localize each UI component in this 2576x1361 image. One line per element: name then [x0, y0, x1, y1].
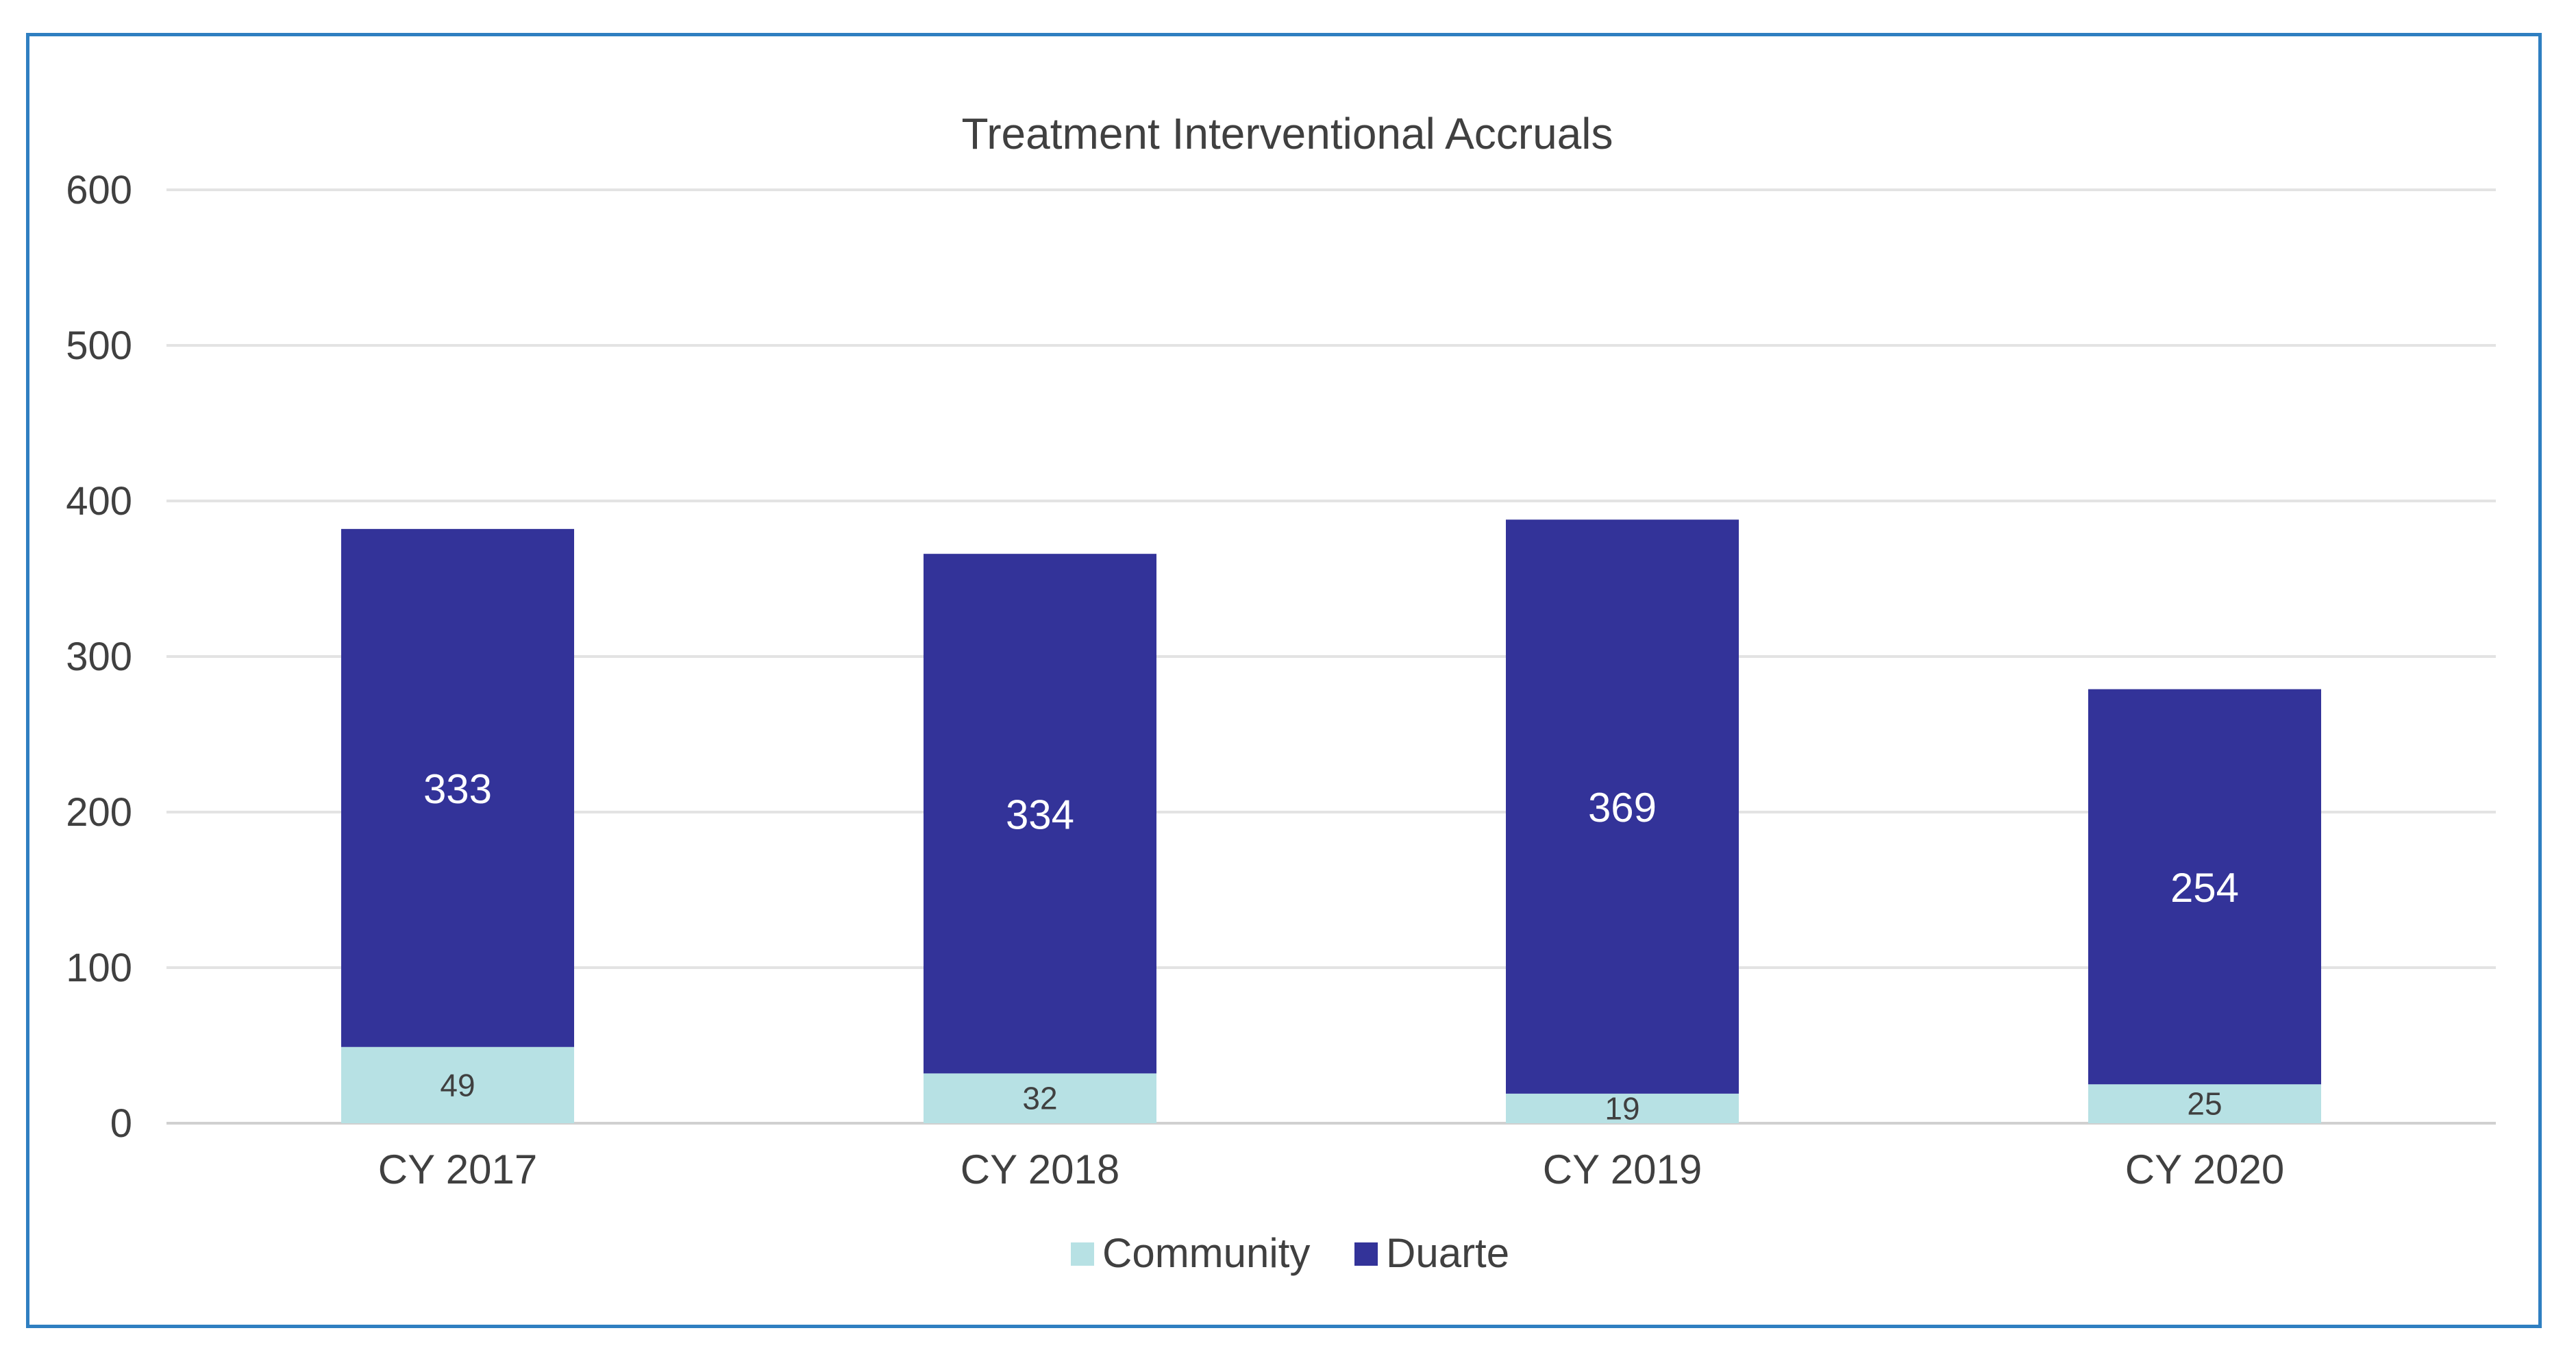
y-axis: 0 100 200 300 400 500 600: [66, 168, 132, 1146]
legend-label-duarte: Duarte: [1386, 1230, 1509, 1276]
y-tick-label: 400: [66, 479, 132, 524]
legend: Community Duarte: [1071, 1230, 1509, 1276]
bar-duarte: [2088, 689, 2321, 1085]
data-label: 369: [1588, 785, 1657, 831]
data-label: 32: [1022, 1081, 1057, 1116]
bar-community: [341, 1046, 574, 1123]
bar-duarte: [341, 528, 574, 1047]
chart-title: Treatment Interventional Accruals: [962, 109, 1613, 158]
y-tick-label: 300: [66, 635, 132, 679]
x-tick-label: CY 2017: [378, 1147, 537, 1192]
legend-label-community: Community: [1102, 1230, 1310, 1276]
x-tick-label: CY 2019: [1543, 1147, 1702, 1192]
data-label: 25: [2187, 1086, 2222, 1122]
data-label: 333: [423, 766, 492, 812]
y-tick-label: 500: [66, 323, 132, 368]
x-axis: CY 2017 CY 2018 CY 2019 CY 2020: [378, 1147, 2284, 1192]
y-tick-label: 100: [66, 946, 132, 990]
data-label: 254: [2170, 865, 2239, 911]
data-label: 49: [440, 1067, 475, 1103]
x-tick-label: CY 2020: [2125, 1147, 2284, 1192]
data-label: 19: [1605, 1090, 1639, 1126]
y-tick-label: 600: [66, 168, 132, 212]
bar-community: [924, 1073, 1156, 1123]
y-tick-label: 200: [66, 790, 132, 835]
y-tick-label: 0: [110, 1101, 132, 1146]
bar-duarte: [924, 554, 1156, 1074]
bar-duarte: [1506, 519, 1739, 1094]
legend-swatch-community: [1071, 1242, 1094, 1266]
bar-community: [1506, 1093, 1739, 1123]
chart-frame: Treatment Interventional Accruals 0 100 20…: [26, 33, 2542, 1328]
bar-community: [2088, 1084, 2321, 1123]
bars: 49 333 32 334 19 369 25 254: [341, 519, 2321, 1126]
x-tick-label: CY 2018: [961, 1147, 1119, 1192]
data-label: 334: [1006, 792, 1074, 837]
legend-swatch-duarte: [1354, 1242, 1378, 1266]
chart: Treatment Interventional Accruals 0 100 20…: [66, 109, 2496, 1276]
